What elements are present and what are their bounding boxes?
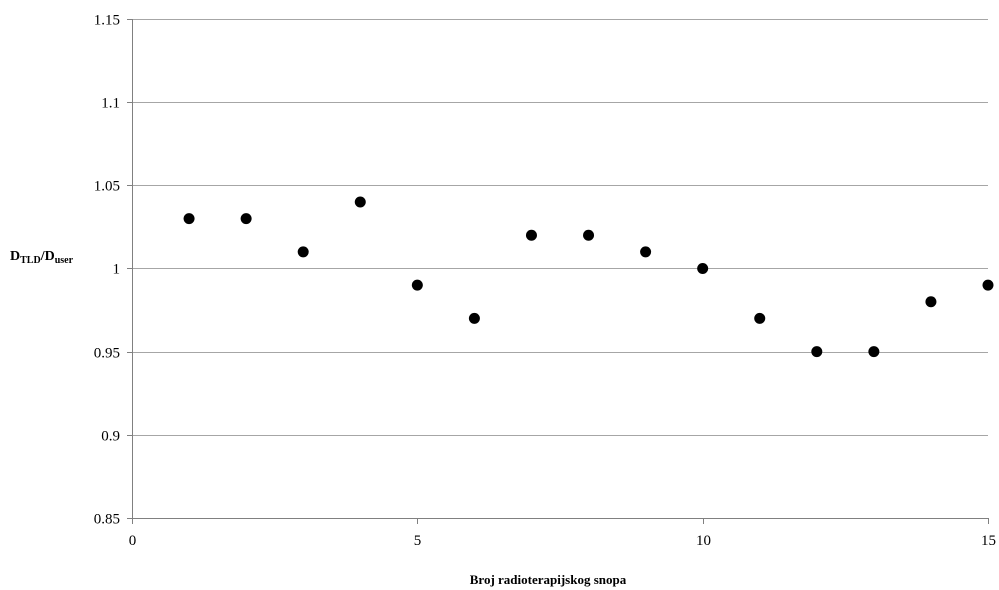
y-tick-label: 0.85 <box>94 512 120 528</box>
data-point <box>183 213 195 225</box>
data-point <box>868 346 880 358</box>
data-point <box>811 346 823 358</box>
data-point <box>297 246 309 258</box>
x-tick-label: 0 <box>129 533 137 549</box>
data-point <box>583 229 595 241</box>
data-point <box>982 279 994 291</box>
data-point <box>640 246 652 258</box>
y-tick-label: 1.05 <box>94 179 120 195</box>
data-point <box>925 296 937 308</box>
x-tick-label: 10 <box>696 533 711 549</box>
y-tick-label: 1 <box>113 262 121 278</box>
data-point <box>697 263 709 274</box>
y-tick-label: 0.95 <box>94 346 120 362</box>
x-axis-title: Broj radioterapijskog snopa <box>470 572 627 587</box>
y-axis-title-sub2: user <box>55 255 74 266</box>
data-point <box>411 279 423 291</box>
x-tick-label: 5 <box>414 533 422 549</box>
y-axis-title: DTLD/Duser <box>10 249 74 266</box>
data-points <box>183 196 994 358</box>
y-axis-title-slash: /D <box>40 249 55 264</box>
x-tick-label: 15 <box>981 533 996 549</box>
data-point <box>468 312 480 324</box>
axes <box>127 19 989 524</box>
y-tick-label: 1.1 <box>101 96 120 112</box>
gridlines <box>132 19 988 436</box>
x-tick-labels: 0 5 10 15 <box>129 533 996 549</box>
data-point <box>354 196 366 208</box>
y-axis-title-main: D <box>10 249 20 264</box>
y-tick-label: 1.15 <box>94 13 120 29</box>
y-tick-label: 0.9 <box>101 429 120 445</box>
data-point <box>240 213 252 225</box>
data-point <box>754 312 766 324</box>
data-point <box>525 229 537 241</box>
y-tick-labels: 0.85 0.9 0.95 1 1.05 1.1 1.15 <box>94 13 120 528</box>
y-axis-title-sub1: TLD <box>20 255 41 266</box>
